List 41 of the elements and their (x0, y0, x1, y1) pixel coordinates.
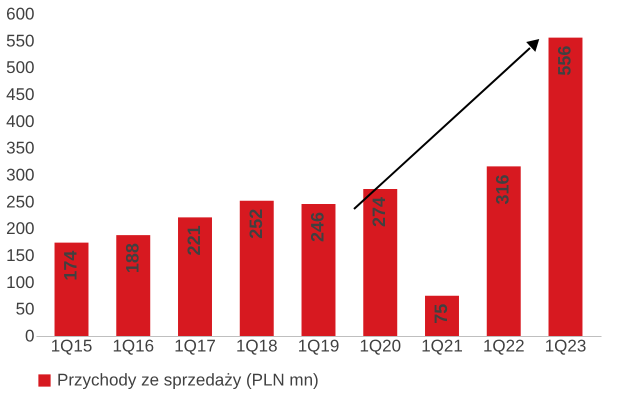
x-tick-label: 1Q15 (50, 336, 92, 356)
y-tick-label: 400 (6, 112, 34, 131)
y-tick-label: 50 (16, 300, 34, 319)
x-tick-label: 1Q18 (236, 336, 278, 356)
x-tick-label: 1Q21 (421, 336, 463, 356)
data-label: 274 (369, 196, 390, 227)
data-label: 221 (184, 225, 204, 256)
x-tick-label: 1Q22 (482, 336, 525, 356)
x-tick-label: 1Q20 (359, 336, 402, 356)
y-tick-label: 150 (6, 246, 34, 265)
data-label: 174 (60, 250, 81, 281)
y-tick-label: 550 (6, 31, 34, 50)
y-tick-label: 350 (6, 138, 34, 158)
bar (54, 242, 88, 336)
data-label: 246 (308, 212, 328, 242)
bar (116, 235, 150, 336)
y-tick-label: 300 (6, 166, 34, 184)
data-label: 556 (554, 46, 574, 76)
bar (486, 166, 521, 336)
bar (178, 217, 212, 336)
bar (240, 200, 274, 336)
data-label: 252 (246, 208, 266, 239)
data-label: 75 (430, 304, 451, 324)
legend-label: Przychody ze sprzedaży (PLN mn) (57, 370, 319, 390)
y-tick-label: 600 (6, 4, 34, 24)
y-tick-label: 450 (6, 85, 34, 104)
x-tick-label: 1Q16 (112, 336, 154, 356)
data-label: 316 (492, 174, 513, 204)
y-tick-label: 250 (6, 192, 34, 212)
y-tick-label: 200 (6, 219, 34, 238)
bar (425, 296, 459, 336)
bar (548, 38, 582, 336)
data-label: 188 (122, 243, 142, 274)
x-tick-label: 1Q19 (298, 336, 340, 356)
y-tick-label: 500 (6, 58, 34, 78)
y-tick-label: 100 (6, 272, 34, 292)
x-tick-label: 1Q23 (544, 336, 586, 356)
bar (302, 204, 336, 336)
bar (363, 188, 398, 336)
x-tick-label: 1Q17 (174, 336, 216, 356)
y-tick-label: 0 (25, 326, 34, 346)
